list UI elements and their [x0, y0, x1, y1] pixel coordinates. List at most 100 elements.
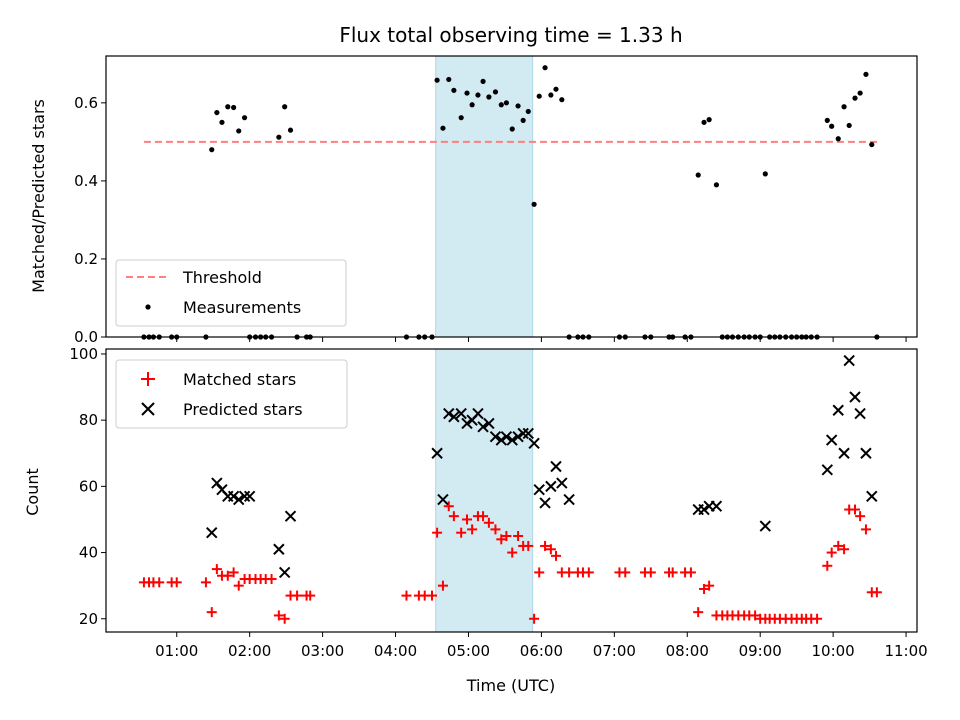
matched-stars-point — [871, 587, 882, 598]
predicted-stars-point — [698, 503, 710, 516]
predicted-stars-point — [455, 407, 467, 420]
counts-x-ticks: 01:00 02:00 03:00 04:00 05:00 06:00 07:00 08:00… — [155, 632, 928, 660]
counts-y-tick-label: 60 — [79, 477, 98, 495]
matched-stars-point — [685, 567, 696, 578]
x-tick-label: 05:00 — [447, 642, 490, 660]
counts-y-tick-label: 100 — [69, 345, 98, 363]
measurements-point — [225, 104, 231, 110]
predicted-stars-point — [522, 427, 534, 440]
matched-stars-point — [513, 531, 524, 542]
predicted-stars-point — [849, 391, 861, 403]
x-tick-label: 03:00 — [301, 642, 344, 660]
predicted-legend-marker — [141, 402, 155, 416]
measurements-point — [829, 123, 835, 129]
measurements-point — [509, 126, 515, 132]
ratio-highlight-span — [435, 55, 534, 338]
ratio-plot-frame — [105, 55, 918, 338]
predicted-stars-point — [825, 434, 838, 446]
measurements-point — [863, 71, 869, 77]
x-tick-label: 07:00 — [593, 642, 636, 660]
matched-stars-point — [529, 613, 540, 624]
matched-stars-point — [860, 524, 871, 535]
measurements-point — [542, 65, 548, 71]
measurements-point — [458, 115, 464, 121]
chart-title: Flux total observing time = 1.33 h — [339, 23, 682, 47]
matched-stars-point — [273, 610, 284, 621]
counts-y-ticks: 20 40 60 80 100 — [69, 345, 106, 628]
matched-stars-point — [645, 567, 656, 578]
predicted-stars-point — [489, 431, 502, 443]
matched-stars-point — [467, 524, 478, 535]
matched-stars-point — [693, 607, 704, 618]
measurements-point — [486, 94, 492, 100]
x-tick-label: 02:00 — [228, 642, 271, 660]
counts-y-axis-label: Count — [23, 468, 42, 516]
measurements-point — [503, 100, 509, 106]
matched-stars-point — [437, 580, 448, 591]
predicted-stars-point — [533, 483, 545, 496]
predicted-stars-point — [860, 447, 872, 459]
matched-stars-point — [564, 567, 575, 578]
measurements-point — [852, 95, 858, 101]
matched-stars-point — [523, 540, 534, 551]
predicted-stars-point — [838, 447, 850, 459]
measurements-point — [287, 127, 294, 133]
measurements-point — [869, 141, 875, 148]
predicted-stars-point — [710, 500, 723, 512]
matched-stars-point — [534, 567, 545, 578]
matched-stars-point — [427, 590, 438, 601]
predicted-stars-point — [832, 404, 844, 416]
predicted-stars-point — [517, 427, 529, 440]
predicted-stars-point — [563, 493, 575, 506]
measurements-point — [846, 122, 852, 129]
matched-stars-point — [699, 583, 710, 594]
predicted-stars-point — [528, 437, 540, 450]
ratio-y-axis-label: Matched/Predicted stars — [29, 99, 48, 293]
matched-stars-point — [550, 550, 561, 561]
x-tick-label: 04:00 — [374, 642, 417, 660]
measurements-point — [276, 134, 282, 140]
matched-stars-point — [305, 590, 316, 601]
predicted-stars-point — [556, 477, 568, 489]
ratio-y-tick-label: 0.0 — [74, 328, 98, 346]
measurements-point — [841, 104, 847, 110]
matched-stars-point — [171, 577, 182, 588]
x-axis-label: Time (UTC) — [466, 676, 555, 695]
matched-stars-point — [233, 580, 244, 591]
ratio-y-tick-label: 0.4 — [74, 172, 98, 190]
predicted-stars-point — [472, 407, 484, 420]
x-tick-label: 08:00 — [666, 642, 709, 660]
measurements-point — [231, 104, 237, 111]
predicted-stars-point — [545, 480, 557, 493]
matched-legend-marker — [141, 372, 155, 386]
counts-series — [138, 354, 882, 624]
predicted-stars-point — [854, 407, 866, 420]
predicted-stars-point — [866, 490, 878, 502]
matched-stars-point — [704, 580, 715, 591]
counts-y-tick-label: 40 — [79, 544, 98, 562]
counts-panel: 20 40 60 80 100 01:00 02:00 03:00 04:00 05:00 06:… — [23, 345, 928, 660]
measurements-point — [713, 182, 720, 188]
measurements-point — [553, 86, 559, 92]
matched-stars-point — [855, 511, 866, 522]
measurements-point — [241, 115, 248, 121]
matched-stars-point — [620, 567, 631, 578]
matched-stars-point — [462, 514, 473, 525]
measurements-point — [762, 171, 768, 177]
matched-stars-point — [432, 527, 443, 538]
x-tick-label: 11:00 — [884, 642, 927, 660]
matched-stars-point — [456, 527, 467, 538]
ratio-y-ticks: 0.0 0.2 0.4 0.6 — [74, 94, 106, 346]
measurements-point — [520, 117, 526, 123]
measurements-point — [464, 90, 470, 96]
measurements-point — [469, 102, 475, 108]
counts-legend-box — [115, 359, 348, 429]
measurements-point — [559, 97, 565, 103]
matched-stars-point — [443, 501, 454, 512]
predicted-stars-point — [431, 447, 443, 459]
measurements-point — [209, 147, 215, 153]
matched-stars-point — [545, 544, 556, 555]
measurements-point — [451, 87, 457, 93]
ratio-x-ticks — [176, 337, 907, 342]
